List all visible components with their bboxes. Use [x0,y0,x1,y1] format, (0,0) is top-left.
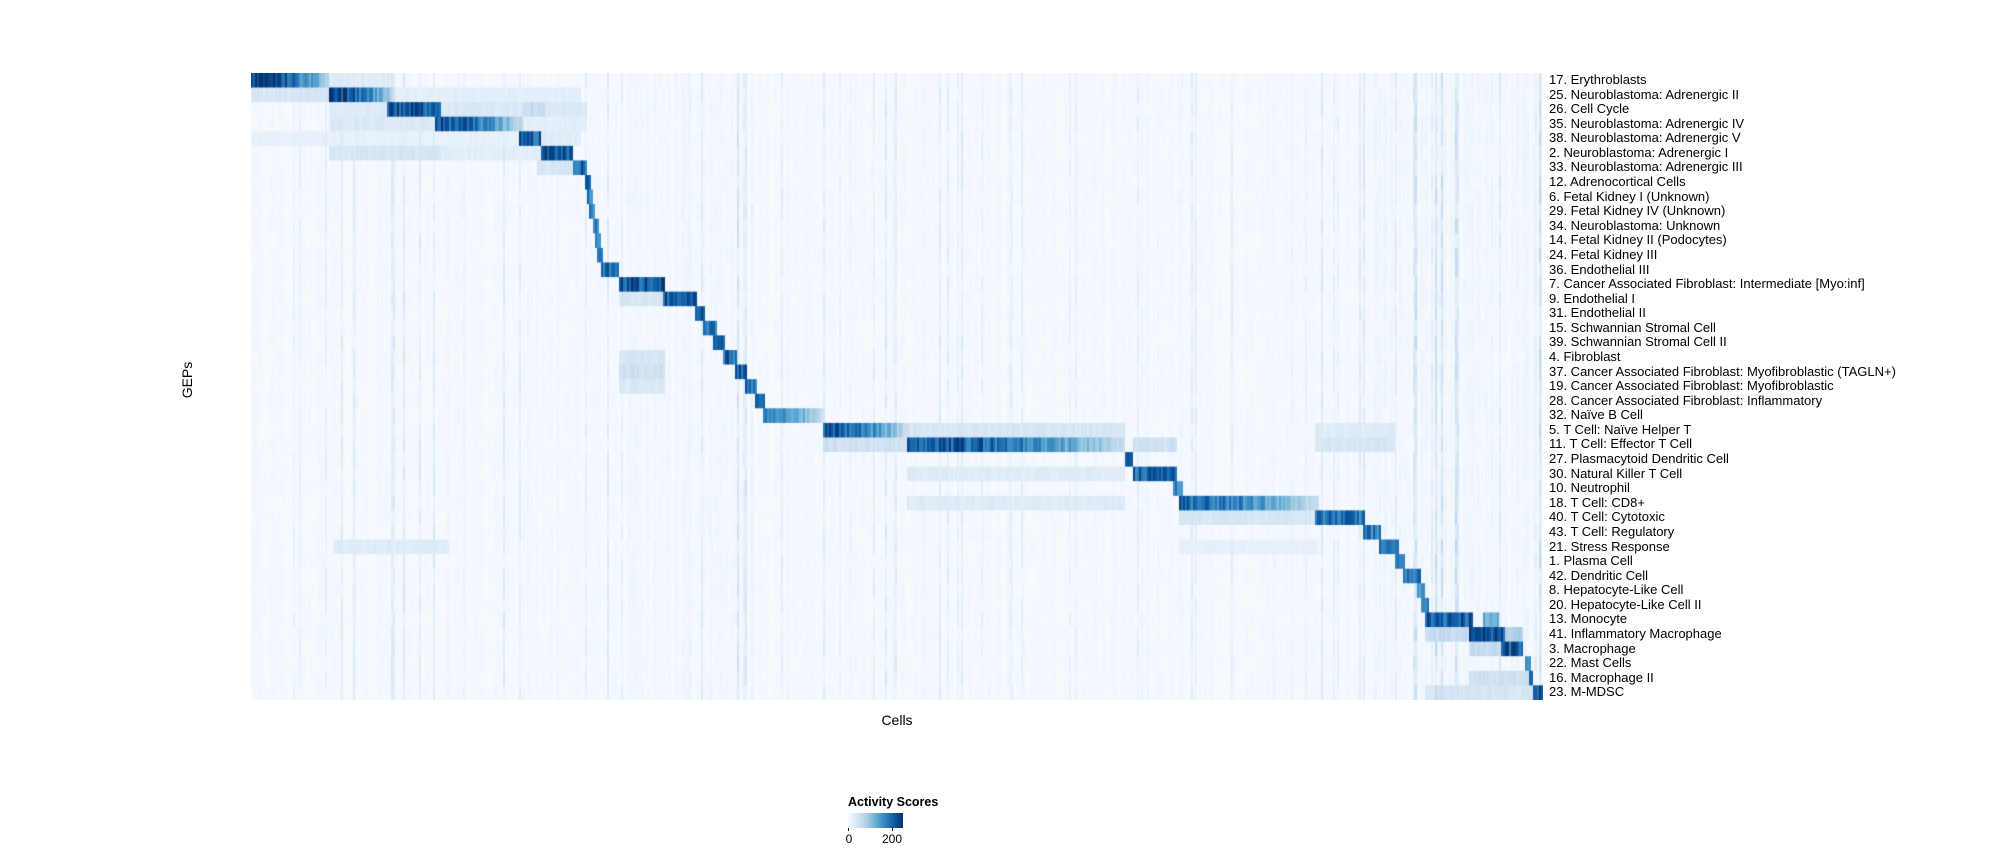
row-label: 10. Neutrophil [1549,480,1630,496]
row-label: 6. Fetal Kidney I (Unknown) [1549,188,1710,204]
row-label: 23. M-MDSC [1549,684,1625,700]
row-label: 2. Neuroblastoma: Adrenergic I [1549,144,1729,160]
row-label: 36. Endothelial III [1549,261,1650,277]
row-label: 17. Erythroblasts [1549,72,1647,87]
row-label: 1. Plasma Cell [1549,553,1633,569]
row-label: 33. Neuroblastoma: Adrenergic III [1549,159,1743,175]
row-label: 39. Schwannian Stromal Cell II [1549,334,1727,350]
row-label: 5. T Cell: Naïve Helper T [1549,421,1692,437]
row-label: 31. Endothelial II [1549,305,1646,321]
row-label: 20. Hepatocyte-Like Cell II [1549,596,1702,612]
row-label: 22. Mast Cells [1549,655,1632,671]
row-label: 19. Cancer Associated Fibroblast: Myofib… [1549,378,1834,394]
row-label: 7. Cancer Associated Fibroblast: Interme… [1549,276,1865,292]
row-labels: 17. Erythroblasts 25. Neuroblastoma: Adre… [1549,72,1896,700]
row-label: 13. Monocyte [1549,611,1628,627]
row-label: 40. T Cell: Cytotoxic [1549,509,1665,525]
legend-title: Activity Scores [848,795,939,809]
legend-gradient [848,813,903,828]
row-label: 9. Endothelial I [1549,290,1636,306]
row-label: 25. Neuroblastoma: Adrenergic II [1549,86,1740,102]
row-label: 35. Neuroblastoma: Adrenergic IV [1549,115,1745,131]
x-axis-label: Cells [881,712,913,728]
legend-tickmark-min [848,828,849,831]
heatmap-canvas [251,73,1543,700]
row-label: 11. T Cell: Effector T Cell [1549,436,1693,452]
row-label: 38. Neuroblastoma: Adrenergic V [1549,130,1741,146]
row-label: 12. Adrenocortical Cells [1549,174,1686,190]
row-label: 8. Hepatocyte-Like Cell [1549,582,1684,598]
row-label: 24. Fetal Kidney III [1549,246,1658,262]
legend-tickmark-max [892,828,893,831]
legend-tick-min: 0 [845,832,853,846]
row-label: 41. Inflammatory Macrophage [1549,625,1722,641]
row-label: 27. Plasmacytoid Dendritic Cell [1549,451,1729,467]
row-label: 42. Dendritic Cell [1549,567,1648,583]
row-label: 4. Fibroblast [1549,348,1621,364]
row-label: 37. Cancer Associated Fibroblast: Myofib… [1549,363,1896,379]
legend: Activity Scores 0 200 [845,795,968,846]
row-label: 18. T Cell: CD8+ [1549,494,1645,510]
legend-ticks: 0 200 [845,828,903,846]
row-label: 29. Fetal Kidney IV (Unknown) [1549,203,1726,219]
legend-tick-max: 200 [881,832,903,846]
row-label: 34. Neuroblastoma: Unknown [1549,217,1721,233]
row-label: 16. Macrophage II [1549,669,1654,685]
row-label: 21. Stress Response [1549,538,1670,554]
y-axis-label: GEPs [179,361,195,399]
row-label: 3. Macrophage [1549,640,1636,656]
row-label: 30. Natural Killer T Cell [1549,465,1683,481]
row-label: 32. Naïve B Cell [1549,407,1643,423]
row-label: 26. Cell Cycle [1549,101,1630,117]
row-label: 15. Schwannian Stromal Cell [1549,319,1716,335]
row-label: 14. Fetal Kidney II (Podocytes) [1549,232,1727,248]
row-label: 43. T Cell: Regulatory [1549,523,1675,539]
row-label: 28. Cancer Associated Fibroblast: Inflam… [1549,392,1823,408]
